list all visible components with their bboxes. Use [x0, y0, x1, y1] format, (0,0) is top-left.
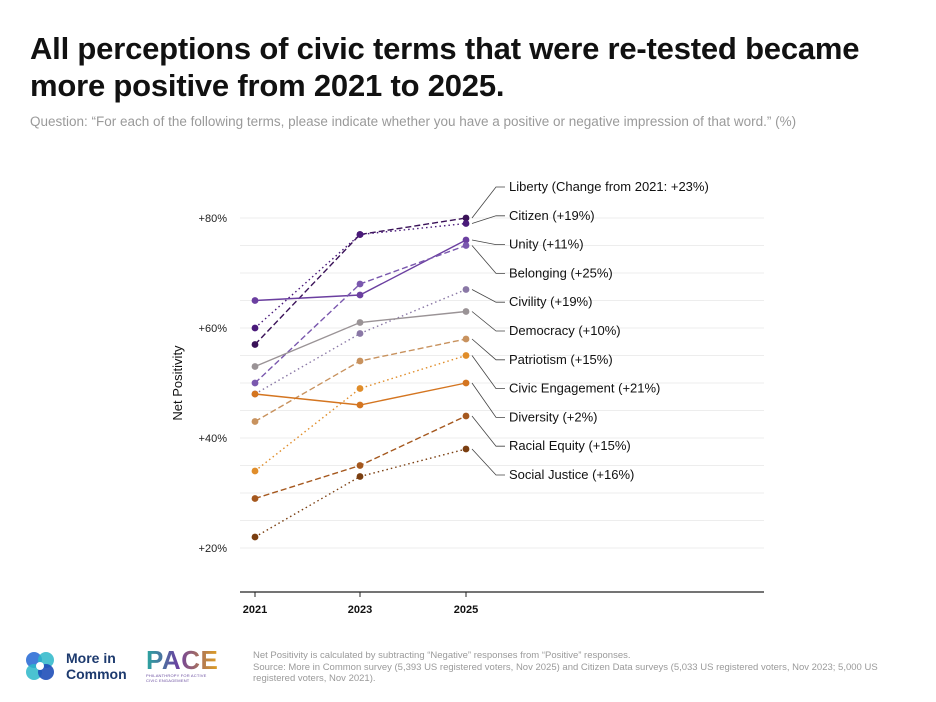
data-point-liberty	[462, 214, 470, 222]
series-line-liberty	[254, 217, 467, 345]
series-line-patriotism	[254, 338, 467, 423]
leader-line-liberty	[471, 186, 505, 219]
footnote-source: Source: More in Common survey (5,393 US …	[253, 661, 878, 685]
y-tick-label: +60%	[199, 323, 228, 335]
leader-line-civility	[471, 289, 505, 303]
series-label-unity: Unity (+11%)	[509, 237, 584, 252]
data-point-unity	[462, 236, 470, 244]
series-line-unity	[254, 239, 467, 302]
data-point-belonging	[462, 242, 470, 249]
series-line-racial-equity	[254, 415, 467, 500]
series-label-civility: Civility (+19%)	[509, 294, 592, 309]
data-point-civic-engagement	[251, 467, 259, 475]
data-point-racial-equity	[251, 495, 259, 502]
data-point-belonging	[251, 379, 259, 387]
data-point-civility	[356, 330, 364, 337]
data-point-unity	[251, 297, 259, 304]
x-tick-label: 2023	[348, 604, 372, 616]
footnote: Net Positivity is calculated by subtract…	[253, 650, 903, 685]
data-point-social-justice	[356, 473, 364, 480]
series-label-social-justice: Social Justice (+16%)	[509, 467, 634, 482]
data-point-diversity	[251, 390, 259, 398]
series-label-racial-equity: Racial Equity (+15%)	[509, 438, 631, 453]
data-point-liberty	[251, 341, 259, 348]
series-label-patriotism: Patriotism (+15%)	[509, 352, 613, 367]
data-point-civic-engagement	[462, 352, 470, 359]
series-label-liberty: Liberty (Change from 2021: +23%)	[509, 179, 709, 194]
series-label-citizen: Citizen (+19%)	[509, 208, 595, 223]
series-line-social-justice	[254, 448, 467, 538]
series-line-civility	[254, 288, 467, 395]
data-point-democracy	[251, 363, 259, 370]
data-point-democracy	[462, 308, 470, 315]
series-line-civic-engagement	[254, 354, 467, 472]
chart-title: All perceptions of civic terms that were…	[30, 31, 860, 103]
series-label-diversity: Diversity (+2%)	[509, 409, 598, 424]
more-in-common-logo: More in Common	[22, 648, 127, 684]
x-tick-label: 2021	[243, 604, 267, 616]
leader-line-racial-equity	[471, 415, 505, 447]
data-point-patriotism	[462, 335, 470, 343]
data-point-social-justice	[462, 445, 470, 453]
data-point-racial-equity	[462, 412, 470, 420]
mic-logo-line1: More in	[66, 650, 116, 666]
question-text: Question: “For each of the following ter…	[30, 114, 797, 129]
data-point-citizen	[251, 324, 259, 332]
data-point-democracy	[356, 319, 364, 326]
pace-logo: PACE PHILANTHROPY FOR ACTIVE CIVIC ENGAG…	[146, 647, 218, 683]
data-point-social-justice	[251, 533, 259, 541]
pace-logo-subtitle: PHILANTHROPY FOR ACTIVE CIVIC ENGAGEMENT	[146, 673, 207, 683]
y-tick-label: +40%	[199, 433, 228, 445]
footnote-note: Net Positivity is calculated by subtract…	[253, 650, 631, 661]
data-point-citizen	[462, 220, 470, 227]
leader-line-democracy	[471, 311, 505, 332]
data-point-diversity	[462, 379, 470, 387]
y-tick-label: +20%	[199, 543, 228, 555]
data-point-unity	[356, 291, 364, 299]
leader-line-social-justice	[471, 448, 505, 476]
leader-line-diversity	[471, 382, 505, 418]
mic-logo-line2: Common	[66, 666, 127, 682]
leader-line-citizen	[471, 215, 505, 224]
series-label-democracy: Democracy (+10%)	[509, 323, 621, 338]
data-point-patriotism	[356, 357, 364, 365]
leader-line-belonging	[471, 245, 505, 274]
y-tick-label: +80%	[199, 213, 228, 225]
leader-line-civic-engagement	[471, 355, 505, 390]
leader-line-patriotism	[471, 338, 505, 361]
data-point-racial-equity	[356, 462, 364, 469]
x-tick-label: 2025	[454, 604, 478, 616]
data-point-diversity	[356, 401, 364, 409]
data-point-patriotism	[251, 418, 259, 425]
leader-line-unity	[471, 239, 505, 246]
data-point-civility	[462, 286, 470, 293]
series-label-belonging: Belonging (+25%)	[509, 265, 613, 280]
data-point-belonging	[356, 280, 364, 288]
y-axis-label: Net Positivity	[170, 345, 185, 421]
pace-logo-word: PACE	[146, 645, 219, 675]
data-point-citizen	[356, 231, 364, 238]
series-label-civic-engagement: Civic Engagement (+21%)	[509, 381, 660, 396]
data-point-civic-engagement	[356, 385, 364, 392]
more-in-common-icon	[26, 652, 54, 680]
